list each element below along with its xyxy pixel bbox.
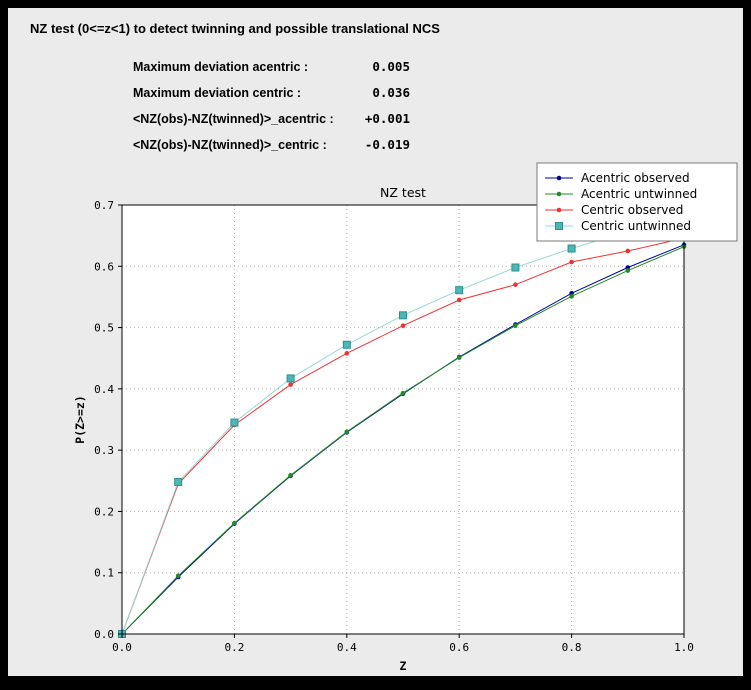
data-point [625, 248, 631, 254]
data-point [400, 390, 406, 396]
legend-box [536, 162, 738, 242]
y-tick-label: 0.7 [94, 199, 114, 212]
stat-value: 0.036 [372, 85, 410, 100]
series-1 [119, 244, 687, 637]
stats-block: Maximum deviation acentric : 0.005 Maxim… [133, 54, 410, 158]
data-point [232, 520, 237, 526]
data-point [513, 282, 518, 287]
legend-label: Centric untwinned [581, 219, 691, 233]
y-tick-label: 0.5 [94, 322, 114, 335]
chart-title: NZ test [380, 185, 426, 200]
data-point [286, 374, 295, 383]
legend-entry: Acentric untwinned [545, 187, 697, 201]
stat-label: <NZ(obs)-NZ(twinned)>_centric : [133, 138, 327, 152]
y-tick-label: 0.6 [94, 260, 114, 273]
data-point [569, 294, 574, 299]
data-point [456, 297, 462, 303]
stat-label: Maximum deviation acentric : [133, 60, 309, 74]
stat-row-max-deviation-acentric: Maximum deviation acentric : 0.005 [133, 54, 410, 80]
stat-label: Maximum deviation centric : [133, 86, 302, 100]
x-axis-label: Z [400, 659, 407, 673]
legend-marker [556, 191, 562, 197]
legend-entry: Centric untwinned [545, 219, 691, 233]
legend-label: Centric observed [581, 203, 683, 217]
axes-tick-labels: 0.0 0.2 0.4 0.6 0.8 1.0 0.0 0.1 0.2 0.3 0.4 0.5 0.6 0… [94, 199, 694, 654]
data-point [569, 259, 574, 265]
axes-ticks [118, 204, 685, 638]
nz-test-chart: 0.0 0.2 0.4 0.6 0.8 1.0 0.0 0.1 0.2 0.3 0.4 0.5 0.6 0… [73, 162, 738, 673]
y-tick-label: 0.2 [94, 505, 114, 518]
x-tick-label: 0.0 [112, 641, 132, 654]
legend-label: Acentric untwinned [581, 187, 697, 201]
data-point [344, 429, 350, 435]
legend-marker [555, 222, 563, 230]
data-point [399, 311, 407, 320]
data-point [513, 323, 518, 329]
legend-entry: Centric observed [545, 203, 683, 217]
panel-title: NZ test (0<=z<1) to detect twinning and … [30, 21, 440, 36]
data-point [175, 573, 181, 579]
stat-value: 0.005 [372, 59, 410, 74]
stat-row-max-deviation-centric: Maximum deviation centric : 0.036 [133, 80, 410, 106]
y-tick-label: 0.3 [94, 444, 114, 457]
y-axis-label: P(Z>=z) [73, 395, 87, 443]
data-point [288, 472, 293, 478]
y-tick-label: 0.0 [94, 628, 114, 641]
x-tick-label: 0.8 [562, 641, 582, 654]
plot-background [122, 205, 684, 634]
stat-value: +0.001 [364, 111, 410, 126]
data-point [455, 286, 464, 295]
data-point [625, 268, 631, 273]
plot-frame [121, 204, 685, 635]
x-tick-label: 0.6 [449, 641, 469, 654]
y-tick-label: 0.4 [94, 383, 114, 396]
legend-entry: Acentric observed [545, 171, 690, 185]
data-point [567, 244, 576, 253]
stat-row-nz-diff-acentric: <NZ(obs)-NZ(twinned)>_acentric : +0.001 [133, 106, 410, 132]
data-point [456, 355, 462, 360]
legend-label: Acentric observed [581, 171, 690, 185]
data-point [511, 263, 520, 272]
x-tick-label: 0.4 [337, 641, 357, 654]
data-point [230, 418, 239, 427]
x-tick-label: 1.0 [674, 641, 694, 654]
legend-marker [556, 175, 562, 181]
stat-row-nz-diff-centric: <NZ(obs)-NZ(twinned)>_centric : -0.019 [133, 132, 410, 158]
stat-label: <NZ(obs)-NZ(twinned)>_acentric : [133, 112, 334, 126]
data-point [288, 382, 293, 387]
legend-marker [556, 207, 562, 213]
data-point [342, 340, 351, 349]
data-point [400, 323, 406, 329]
nz-test-panel: NZ test (0<=z<1) to detect twinning and … [8, 8, 743, 676]
data-point [344, 351, 350, 356]
y-tick-label: 0.1 [94, 567, 114, 580]
stat-value: -0.019 [364, 137, 410, 152]
data-point [174, 478, 183, 487]
legend: Acentric observed Acentric untwinned Centr… [536, 162, 738, 242]
x-tick-label: 0.2 [224, 641, 244, 654]
